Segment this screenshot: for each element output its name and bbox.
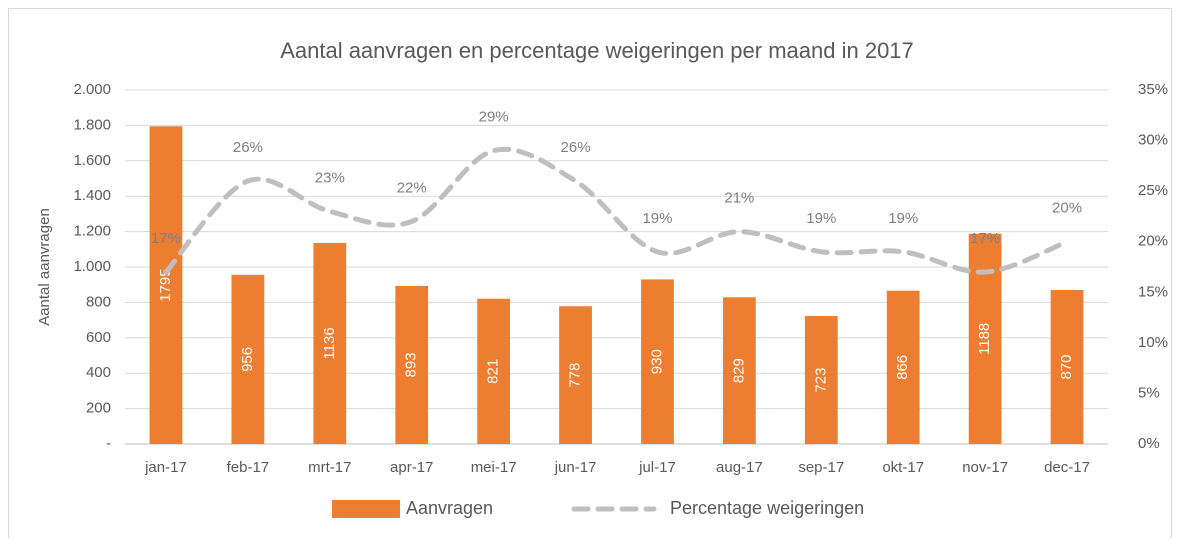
bar-value-label: 821 [485, 359, 502, 384]
x-tick-label: sep-17 [798, 459, 844, 476]
line-value-label: 26% [561, 139, 591, 156]
x-tick-label: jun-17 [554, 459, 597, 476]
y-tick-label: 1.400 [73, 187, 111, 204]
x-tick-label: apr-17 [390, 459, 433, 476]
bar [313, 242, 347, 444]
line [163, 146, 1070, 275]
x-tick-label: mrt-17 [308, 459, 351, 476]
bar-value-label: 723 [812, 367, 829, 392]
bar-value-label: 930 [648, 349, 665, 374]
bar [722, 297, 756, 444]
bar [804, 316, 838, 444]
bar-value-label: 1188 [976, 323, 993, 355]
y-tick-label: 1.000 [73, 258, 111, 275]
line-value-label: 19% [642, 210, 672, 227]
bar-value-label: 956 [239, 347, 256, 372]
line-value-label: 19% [888, 210, 918, 227]
bar [559, 306, 592, 444]
line-value-label: 29% [479, 109, 509, 126]
bar-value-label: 829 [730, 358, 747, 383]
y-tick-label: 400 [86, 364, 111, 381]
y2-tick-label: 25% [1138, 182, 1168, 199]
line-value-label: 21% [724, 190, 754, 207]
y2-tick-label: 20% [1138, 233, 1168, 250]
bar [477, 298, 511, 444]
x-tick-label: mei-17 [471, 459, 517, 476]
legend-swatch [332, 500, 400, 518]
x-tick-label: aug-17 [716, 459, 763, 476]
y-tick-label: 1.800 [73, 116, 111, 133]
y-tick-label: 800 [86, 293, 111, 310]
x-tick-label: jan-17 [144, 459, 187, 476]
bar-value-label: 893 [403, 352, 420, 377]
x-tick-label: jul-17 [638, 459, 676, 476]
y2-tick-label: 30% [1138, 132, 1168, 149]
bar-value-label: 870 [1058, 354, 1075, 379]
line-value-label: 23% [315, 169, 345, 186]
line-value-label: 19% [806, 210, 836, 227]
bar-value-label: 778 [567, 363, 584, 388]
chart-title: Aantal aanvragen en percentage weigering… [280, 38, 914, 63]
legend-label: Aanvragen [406, 498, 493, 518]
bar-value-label: 1795 [157, 268, 174, 301]
bar [968, 233, 1002, 444]
y2-tick-label: 15% [1138, 283, 1168, 300]
y2-tick-label: 35% [1138, 81, 1168, 98]
line-value-label: 22% [397, 179, 427, 196]
y-tick-label: - [106, 435, 111, 452]
y-tick-label: 1.200 [73, 223, 111, 240]
bar [395, 285, 429, 444]
y2-tick-label: 10% [1138, 334, 1168, 351]
y-tick-label: 200 [86, 400, 111, 417]
line-value-label: 26% [233, 139, 263, 156]
bar-value-label: 1136 [321, 327, 338, 359]
line-value-label: 17% [151, 230, 181, 247]
y-axis-title: Aantal aanvragen [36, 208, 53, 326]
y2-tick-label: 5% [1138, 384, 1160, 401]
bar [149, 126, 183, 444]
bar [231, 274, 265, 444]
line-value-label: 17% [970, 230, 1000, 247]
x-tick-label: feb-17 [227, 459, 270, 476]
y-tick-label: 600 [86, 329, 111, 346]
x-tick-label: dec-17 [1044, 459, 1090, 476]
y-tick-label: 2.000 [73, 81, 111, 98]
y-tick-label: 1.600 [73, 152, 111, 169]
x-tick-label: nov-17 [962, 459, 1008, 476]
y2-tick-label: 0% [1138, 435, 1160, 452]
bar [886, 290, 920, 444]
line-value-label: 20% [1052, 200, 1082, 217]
x-tick-label: okt-17 [882, 459, 924, 476]
bar [641, 279, 674, 444]
legend-label: Percentage weigeringen [670, 498, 864, 518]
bar-value-label: 866 [894, 355, 911, 380]
bar [1050, 290, 1084, 444]
